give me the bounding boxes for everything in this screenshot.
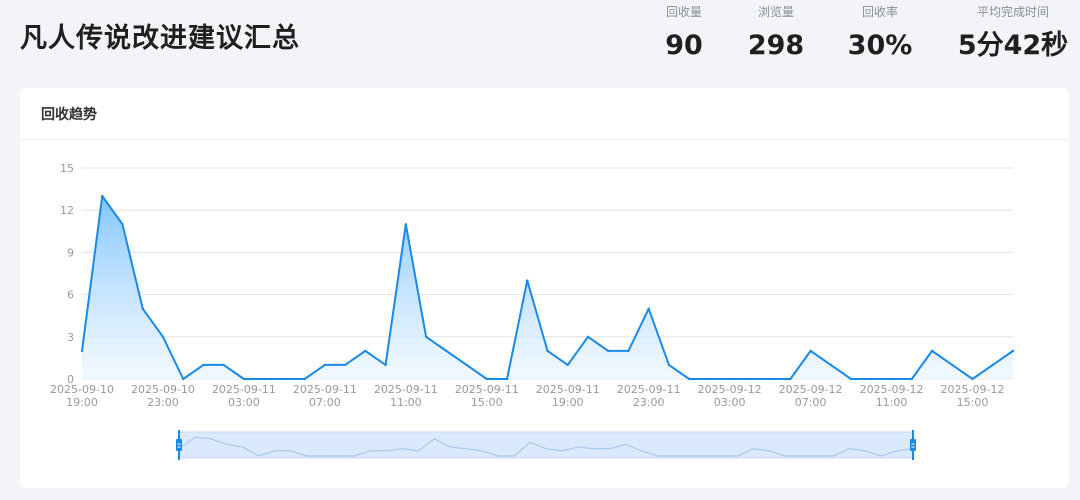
- stat-avg-time-label: 平均完成时间: [976, 5, 1049, 19]
- stat-responses-label: 回收量: [665, 5, 702, 19]
- stat-views-value: 298: [747, 30, 805, 61]
- x-tick-label: 2025-09-11 11:00: [374, 383, 438, 409]
- data-point: [890, 377, 893, 381]
- data-point: [708, 377, 711, 381]
- x-tick-label: 2025-09-12 15:00: [941, 383, 1005, 409]
- stat-responses: 回收量 90: [654, 4, 714, 62]
- y-tick-label: 15: [60, 162, 74, 175]
- data-point: [526, 279, 529, 282]
- stat-responses-value: 90: [665, 30, 703, 61]
- y-tick-label: 6: [67, 289, 74, 302]
- stat-views: 浏览量 298: [736, 4, 816, 62]
- x-tick-label: 2025-09-11 23:00: [617, 383, 681, 409]
- data-point: [181, 377, 185, 381]
- data-point: [323, 363, 327, 367]
- y-tick-label: 12: [60, 204, 74, 217]
- stat-avg-time-value: 5分42秒: [957, 30, 1069, 61]
- x-tick-label: 2025-09-11 03:00: [212, 383, 276, 409]
- data-point: [971, 377, 974, 381]
- data-point: [262, 377, 266, 381]
- data-point: [202, 363, 205, 367]
- data-point: [667, 363, 671, 367]
- trend-card: 回收趋势: [20, 88, 1069, 488]
- x-tick-label: 2025-09-11 07:00: [293, 383, 357, 409]
- data-point: [849, 377, 853, 381]
- data-point: [283, 377, 286, 381]
- x-tick-label: 2025-09-12 11:00: [860, 383, 924, 409]
- data-point: [768, 377, 772, 381]
- data-point: [364, 349, 367, 353]
- page-title: 凡人传说改进建议汇总: [20, 23, 300, 54]
- data-point: [951, 363, 954, 367]
- data-point: [687, 377, 691, 381]
- data-point: [930, 349, 934, 353]
- data-point: [242, 377, 246, 381]
- data-point: [829, 363, 833, 367]
- data-point: [566, 363, 569, 367]
- data-point: [991, 363, 994, 367]
- data-point: [445, 349, 448, 353]
- data-point: [728, 377, 731, 381]
- data-point: [1011, 349, 1015, 353]
- x-tick-label: 2025-09-10 23:00: [131, 383, 195, 409]
- data-point: [546, 349, 549, 353]
- x-tick-label: 2025-09-11 19:00: [536, 383, 600, 409]
- page-header: 凡人传说改进建议汇总 回收量 90 浏览量 298 回收率 30% 平均完成时间…: [0, 0, 1080, 80]
- data-point: [465, 363, 468, 367]
- y-tick-label: 0: [67, 373, 74, 386]
- data-point: [809, 349, 812, 353]
- data-point: [607, 349, 610, 353]
- x-tick-label: 2025-09-12 07:00: [779, 383, 843, 409]
- data-point: [222, 363, 225, 367]
- data-point: [80, 349, 84, 353]
- zoom-slider-window[interactable]: [178, 431, 914, 459]
- data-point: [161, 335, 165, 338]
- data-point: [910, 377, 914, 381]
- data-point: [485, 377, 488, 381]
- data-point: [586, 335, 590, 338]
- zoom-handle-right-grip[interactable]: [910, 439, 916, 451]
- data-point: [870, 377, 873, 381]
- data-point: [101, 194, 104, 198]
- stat-response-rate: 回收率 30%: [836, 4, 924, 62]
- data-point: [121, 223, 124, 226]
- stat-avg-time: 平均完成时间 5分42秒: [950, 4, 1076, 62]
- data-point: [404, 223, 408, 226]
- data-point: [789, 377, 792, 381]
- stat-response-rate-value: 30%: [847, 30, 913, 61]
- data-point: [627, 349, 630, 353]
- x-tick-label: 2025-09-10 19:00: [50, 383, 114, 409]
- x-tick-label: 2025-09-12 03:00: [698, 383, 762, 409]
- stat-response-rate-label: 回收率: [861, 5, 898, 19]
- stat-views-label: 浏览量: [757, 5, 794, 19]
- y-tick-label: 3: [67, 331, 74, 344]
- zoom-handle-left-grip[interactable]: [176, 439, 182, 451]
- data-point: [303, 377, 306, 381]
- data-point: [424, 335, 428, 338]
- data-point: [141, 307, 144, 310]
- data-point: [384, 363, 387, 367]
- data-point: [647, 307, 650, 310]
- data-point: [748, 377, 752, 381]
- data-point: [343, 363, 347, 367]
- zoom-slider-preview-line: [178, 436, 914, 457]
- trend-card-title: 回收趋势: [41, 107, 97, 123]
- y-tick-label: 9: [67, 246, 74, 259]
- x-tick-label: 2025-09-11 15:00: [455, 383, 519, 409]
- card-divider: [20, 139, 1069, 140]
- data-point: [505, 377, 509, 381]
